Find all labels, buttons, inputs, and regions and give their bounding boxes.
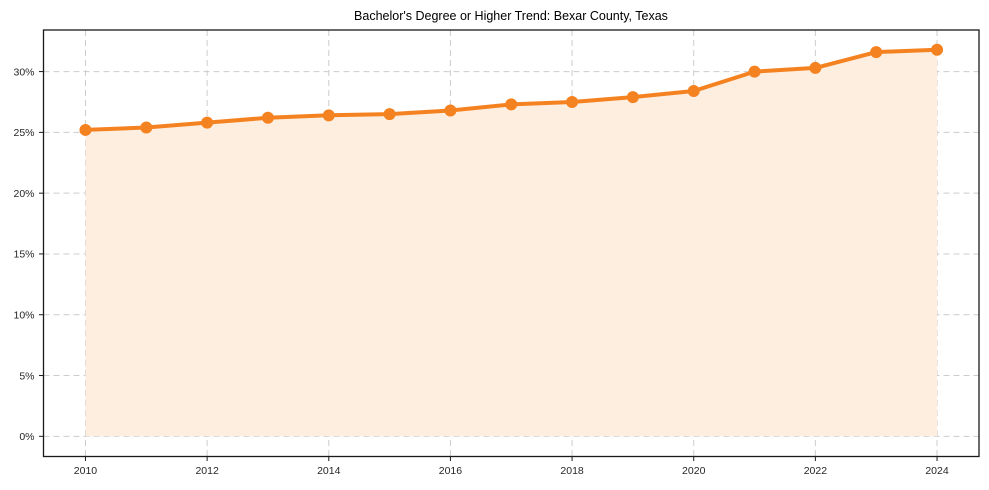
data-point-marker-2022 [809,61,822,74]
data-point-marker-2021 [748,65,761,78]
x-axis-tick-label: 2012 [195,465,219,477]
x-axis-tick-label: 2010 [74,465,98,477]
x-axis-tick-label: 2022 [804,465,828,477]
tick-layer: 0% 5% 10% 15% 20% 25% 30% 2010 2012 2014 2016 2018 2… [13,66,948,477]
y-axis-tick-label: 20% [13,188,34,200]
y-axis-tick-label: 5% [19,370,34,382]
data-point-marker-2023 [870,46,883,59]
y-axis-tick-label: 30% [13,66,34,78]
x-axis-tick-label: 2020 [682,465,706,477]
data-point-marker-2011 [140,121,153,134]
x-axis-tick-label: 2024 [925,465,949,477]
data-point-marker-2014 [322,109,335,122]
data-point-marker-2019 [626,91,639,104]
y-axis-tick-label: 25% [13,127,34,139]
data-point-marker-2015 [383,108,396,121]
x-axis-tick-label: 2016 [439,465,463,477]
area-fill [85,49,937,437]
x-axis-tick-label: 2018 [560,465,584,477]
data-point-marker-2024 [931,43,944,56]
data-point-marker-2018 [566,95,579,108]
series-layer [79,43,944,437]
data-point-marker-2012 [201,116,214,129]
data-point-marker-2017 [505,98,518,111]
x-axis-tick-label: 2014 [317,465,341,477]
chart-title: Bachelor's Degree or Higher Trend: Bexar… [354,9,668,23]
y-axis-tick-label: 0% [19,431,34,443]
data-point-marker-2010 [79,123,92,136]
data-point-marker-2020 [687,85,700,98]
y-axis-tick-label: 15% [13,249,34,261]
data-point-marker-2013 [261,111,274,124]
y-axis-tick-label: 10% [13,310,34,322]
data-point-marker-2016 [444,104,457,117]
plot-border [42,29,980,458]
